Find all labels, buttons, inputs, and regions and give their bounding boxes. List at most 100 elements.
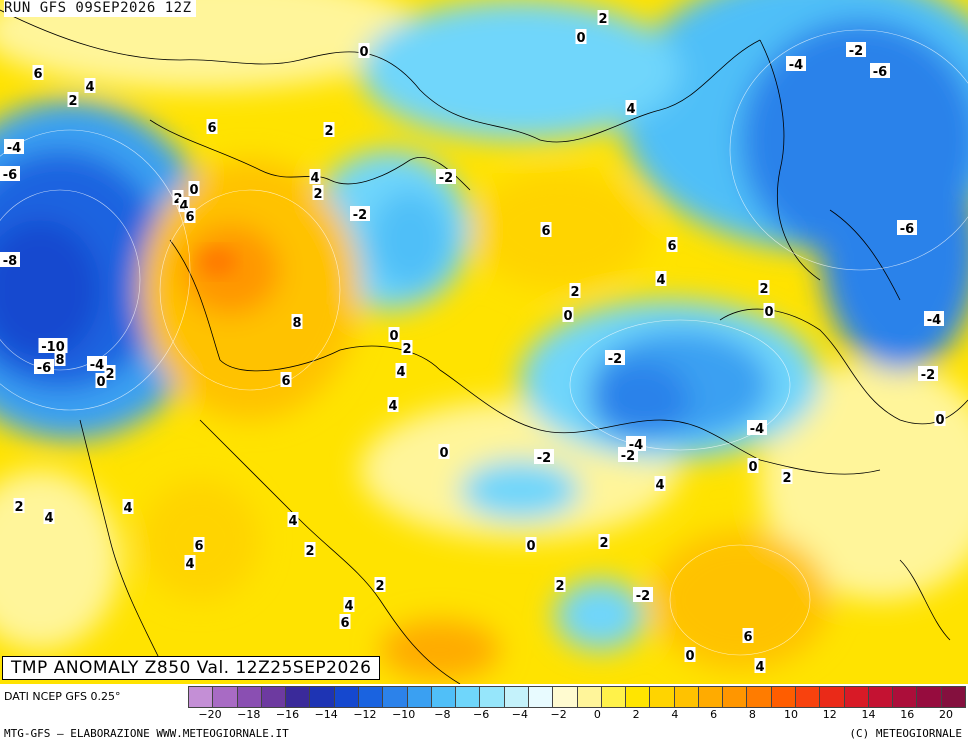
contour-label: 8 <box>54 351 66 368</box>
contour-label: 0 <box>388 327 400 344</box>
contour-label: 0 <box>934 411 946 428</box>
legend-swatch <box>723 686 748 708</box>
legend-swatch <box>504 686 529 708</box>
svg-text:4: 4 <box>655 478 664 493</box>
contour-label: 4 <box>287 512 299 529</box>
contour-label: 4 <box>309 169 321 186</box>
legend-tick-label: −14 <box>314 708 338 721</box>
svg-text:-2: -2 <box>921 368 935 383</box>
svg-text:4: 4 <box>185 557 194 572</box>
svg-text:0: 0 <box>359 45 368 60</box>
svg-text:6: 6 <box>33 67 42 82</box>
svg-text:0: 0 <box>389 329 398 344</box>
svg-text:4: 4 <box>85 80 94 95</box>
color-legend <box>188 686 966 708</box>
contour-label: -2 <box>605 350 625 367</box>
legend-tick-label: 14 <box>861 708 876 721</box>
svg-text:-4: -4 <box>7 141 21 156</box>
svg-text:0: 0 <box>563 309 572 324</box>
contour-label: -6 <box>897 220 917 237</box>
svg-text:6: 6 <box>281 374 290 389</box>
contour-label: -2 <box>534 449 554 466</box>
contour-label: 6 <box>193 537 205 554</box>
contour-label: 0 <box>763 303 775 320</box>
svg-text:2: 2 <box>599 536 608 551</box>
contour-label: 6 <box>742 628 754 645</box>
legend-tick-label: −20 <box>198 708 222 721</box>
contour-label: 2 <box>374 577 386 594</box>
legend-swatch <box>698 686 724 708</box>
svg-text:4: 4 <box>755 660 764 675</box>
contour-label: 6 <box>184 208 196 225</box>
svg-text:0: 0 <box>764 305 773 320</box>
contour-label: 4 <box>625 100 637 117</box>
contour-label: 2 <box>554 577 566 594</box>
svg-text:0: 0 <box>685 649 694 664</box>
contour-label: 0 <box>747 458 759 475</box>
legend-swatch <box>844 686 869 708</box>
contour-label: -2 <box>436 169 456 186</box>
svg-text:8: 8 <box>55 353 64 368</box>
legend-swatch <box>431 686 457 708</box>
contour-label: -2 <box>918 366 938 383</box>
svg-text:0: 0 <box>576 31 585 46</box>
svg-text:-2: -2 <box>621 449 635 464</box>
legend-swatch <box>601 686 627 708</box>
svg-text:4: 4 <box>626 102 635 117</box>
contour-label: 6 <box>540 222 552 239</box>
contour-label: -2 <box>846 42 866 59</box>
legend-swatch <box>796 686 821 708</box>
contour-label: 0 <box>438 444 450 461</box>
svg-text:0: 0 <box>935 413 944 428</box>
contour-label: 4 <box>655 271 667 288</box>
legend-swatch <box>553 686 578 708</box>
svg-text:-2: -2 <box>537 451 551 466</box>
svg-text:2: 2 <box>105 367 114 382</box>
legend-swatch <box>334 686 359 708</box>
legend-tick-label: 10 <box>784 708 799 721</box>
contour-label: 0 <box>358 43 370 60</box>
svg-text:2: 2 <box>759 282 768 297</box>
legend-swatch <box>868 686 894 708</box>
svg-text:2: 2 <box>14 500 23 515</box>
legend-swatch <box>213 686 238 708</box>
contour-label: -6 <box>0 166 20 183</box>
svg-text:2: 2 <box>313 187 322 202</box>
svg-text:-4: -4 <box>927 313 941 328</box>
svg-text:-4: -4 <box>789 58 803 73</box>
svg-text:0: 0 <box>439 446 448 461</box>
credit-right: (C) METEOGIORNALE <box>849 727 962 740</box>
legend-swatch <box>747 686 772 708</box>
svg-text:6: 6 <box>743 630 752 645</box>
contour-label: -2 <box>618 447 638 464</box>
svg-text:6: 6 <box>541 224 550 239</box>
svg-text:-2: -2 <box>849 44 863 59</box>
contour-label: -4 <box>747 420 767 437</box>
contour-label: 6 <box>32 65 44 82</box>
contour-label: 4 <box>654 476 666 493</box>
svg-text:4: 4 <box>344 599 353 614</box>
svg-text:-2: -2 <box>439 171 453 186</box>
contour-label: 6 <box>666 237 678 254</box>
legend-tick-label: −4 <box>511 708 528 721</box>
contour-label: 2 <box>312 185 324 202</box>
contour-label: 2 <box>569 283 581 300</box>
svg-text:-6: -6 <box>3 168 17 183</box>
contour-label: 4 <box>178 197 190 214</box>
coastlines <box>0 9 968 684</box>
legend-tick-label: −6 <box>473 708 490 721</box>
contour-label: -4 <box>924 311 944 328</box>
legend-tick-label: 16 <box>900 708 915 721</box>
svg-text:-2: -2 <box>608 352 622 367</box>
contour-label: 0 <box>525 537 537 554</box>
contour-label: 2 <box>758 280 770 297</box>
legend-swatch <box>626 686 651 708</box>
svg-text:2: 2 <box>555 579 564 594</box>
legend-tick-label: 0 <box>593 708 601 721</box>
svg-text:6: 6 <box>667 239 676 254</box>
contour-label: 4 <box>395 363 407 380</box>
legend-swatch <box>941 686 966 708</box>
svg-text:6: 6 <box>340 616 349 631</box>
contour-label: 2 <box>598 534 610 551</box>
